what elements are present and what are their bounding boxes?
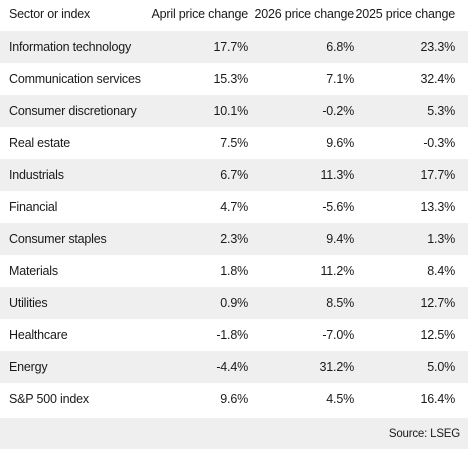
header-april: April price change: [151, 7, 249, 21]
table-row: Communication services 15.3% 7.1% 32.4%: [0, 63, 468, 95]
cell-2026: 8.5%: [326, 296, 354, 310]
cell-2026: 7.1%: [326, 72, 354, 86]
table-row: Energy -4.4% 31.2% 5.0%: [0, 351, 468, 383]
cell-april: 4.7%: [220, 200, 248, 214]
table-footer: Source: LSEG: [0, 418, 468, 449]
cell-2026: 31.2%: [319, 360, 355, 374]
cell-2025: 8.4%: [427, 264, 455, 278]
cell-2026: -7.0%: [322, 328, 354, 342]
cell-april: 1.8%: [220, 264, 248, 278]
cell-april: 6.7%: [220, 168, 248, 182]
table-row: S&P 500 index 9.6% 4.5% 16.4%: [0, 383, 468, 415]
cell-2025: 12.5%: [420, 328, 456, 342]
row-label: Industrials: [9, 168, 64, 182]
row-label: Materials: [9, 264, 58, 278]
row-label: Consumer staples: [9, 232, 107, 246]
cell-2026: -0.2%: [322, 104, 354, 118]
cell-2025: 17.7%: [420, 168, 456, 182]
cell-2026: 11.3%: [320, 168, 354, 182]
cell-april: 2.3%: [220, 232, 248, 246]
cell-april: 17.7%: [213, 40, 249, 54]
cell-2026: -5.6%: [322, 200, 354, 214]
cell-2025: 23.3%: [420, 40, 456, 54]
row-label: S&P 500 index: [9, 392, 89, 406]
table-row: Real estate 7.5% 9.6% -0.3%: [0, 127, 468, 159]
cell-2025: 16.4%: [420, 392, 456, 406]
cell-2026: 11.2%: [320, 264, 354, 278]
cell-april: 15.3%: [213, 72, 249, 86]
cell-april: -1.8%: [216, 328, 248, 342]
table-row: Healthcare -1.8% -7.0% 12.5%: [0, 319, 468, 351]
cell-april: 7.5%: [220, 136, 248, 150]
cell-2026: 6.8%: [326, 40, 354, 54]
header-2026: 2026 price change: [254, 7, 355, 21]
row-label: Energy: [9, 360, 48, 374]
table-row: Financial 4.7% -5.6% 13.3%: [0, 191, 468, 223]
cell-2025: 12.7%: [420, 296, 456, 310]
table-row: Information technology 17.7% 6.8% 23.3%: [0, 31, 468, 63]
table-row: Consumer discretionary 10.1% -0.2% 5.3%: [0, 95, 468, 127]
table-row: Utilities 0.9% 8.5% 12.7%: [0, 287, 468, 319]
cell-april: 0.9%: [220, 296, 248, 310]
row-label: Healthcare: [9, 328, 68, 342]
cell-april: 10.1%: [213, 104, 249, 118]
row-label: Real estate: [9, 136, 71, 150]
cell-april: 9.6%: [220, 392, 248, 406]
cell-2025: 32.4%: [420, 72, 456, 86]
table-body: Information technology 17.7% 6.8% 23.3% Comm…: [0, 31, 468, 415]
cell-april: -4.4%: [216, 360, 248, 374]
row-label: Communication services: [9, 72, 141, 86]
header-2025: 2025 price change: [355, 7, 456, 21]
row-label: Consumer discretionary: [9, 104, 137, 118]
table-row: Materials 1.8% 11.2% 8.4%: [0, 255, 468, 287]
cell-2025: 13.3%: [420, 200, 456, 214]
source-note: Source: LSEG: [388, 427, 460, 440]
cell-2026: 9.6%: [326, 136, 354, 150]
table-row: Industrials 6.7% 11.3% 17.7%: [0, 159, 468, 191]
row-label: Financial: [9, 200, 58, 214]
cell-2025: 5.3%: [427, 104, 455, 118]
row-label: Information technology: [9, 40, 132, 54]
cell-2026: 9.4%: [326, 232, 354, 246]
cell-2026: 4.5%: [326, 392, 354, 406]
row-label: Utilities: [9, 296, 48, 310]
cell-2025: 5.0%: [427, 360, 455, 374]
header-sector: Sector or index: [9, 7, 91, 21]
table-row: Consumer staples 2.3% 9.4% 1.3%: [0, 223, 468, 255]
cell-2025: -0.3%: [423, 136, 455, 150]
cell-2025: 1.3%: [427, 232, 455, 246]
table-header: Sector or index April price change 2026 …: [0, 0, 468, 28]
